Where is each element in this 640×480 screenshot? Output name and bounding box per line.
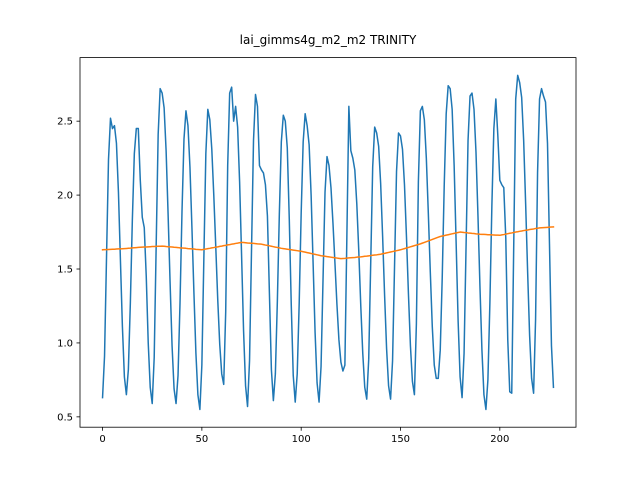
data-line: [101, 226, 555, 260]
x-tick-label: 100: [292, 434, 311, 445]
y-tick-label: 2.0: [57, 191, 73, 202]
y-tick-label: 2.5: [57, 117, 73, 128]
x-tick-label: 150: [391, 434, 410, 445]
x-tick-label: 50: [195, 434, 208, 445]
y-tick-label: 1.0: [57, 338, 73, 349]
plot-frame: [79, 57, 577, 428]
data-line: [101, 74, 555, 411]
x-tick-label: 0: [99, 434, 105, 445]
y-tick-label: 1.5: [57, 265, 73, 276]
y-tick-label: 0.5: [57, 412, 73, 423]
x-tick-label: 200: [490, 434, 509, 445]
chart-title: lai_gimms4g_m2_m2 TRINITY: [240, 33, 417, 47]
